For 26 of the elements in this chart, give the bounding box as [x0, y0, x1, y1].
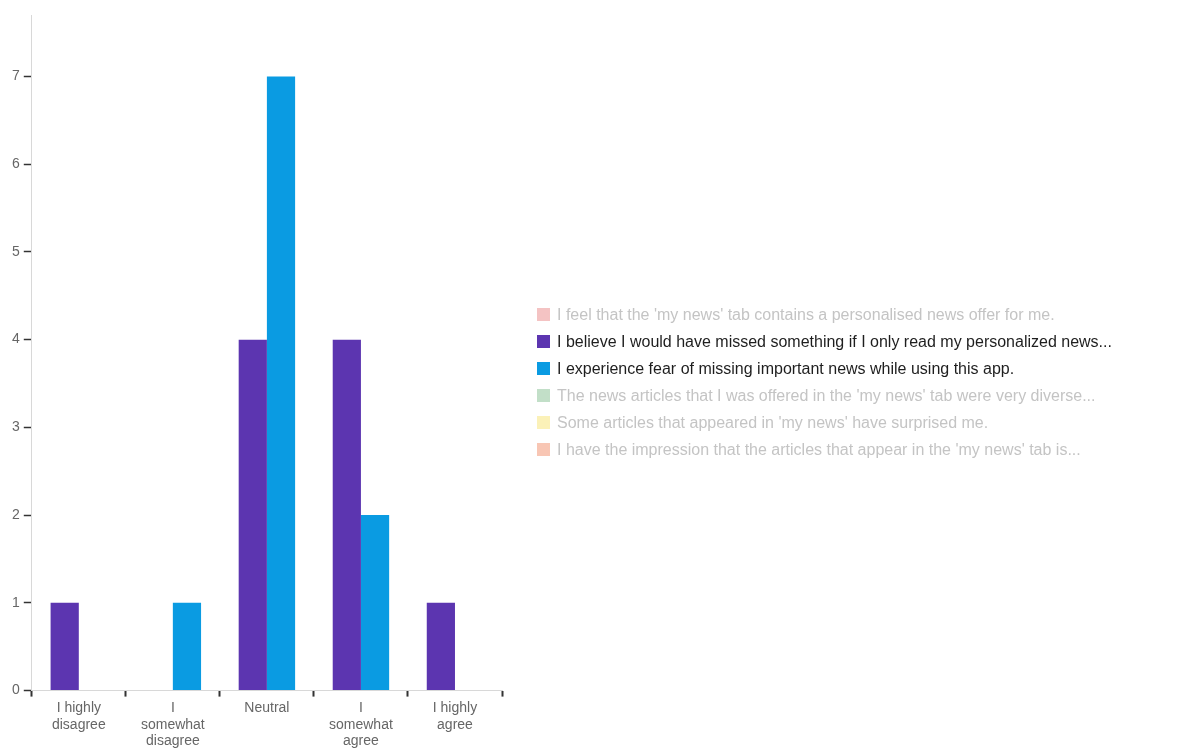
bar	[332, 339, 361, 691]
x-tick-label: I somewhat disagree	[140, 698, 205, 749]
y-tick-label: 1	[11, 593, 20, 610]
x-tick-label: I highly agree	[432, 698, 478, 732]
legend-label: Some articles that appeared in 'my news' have surprised me.	[557, 412, 989, 433]
bar	[266, 76, 296, 691]
y-tick-label: 2	[11, 505, 20, 522]
legend-label: I have the impression that the articles that appear in the 'my news' tab is...	[557, 439, 1081, 460]
y-tick-label: 5	[11, 242, 20, 259]
y-tick-label: 4	[11, 330, 20, 347]
bar	[426, 602, 455, 691]
bar	[360, 515, 390, 691]
y-tick-label: 3	[11, 418, 20, 435]
y-tick-label: 7	[11, 67, 20, 84]
legend-label: I experience fear of missing important news while using this app.	[557, 358, 1015, 379]
bar	[238, 339, 267, 691]
legend-label: The news articles that I was offered in the 'my news' tab were very diverse...	[557, 385, 1096, 406]
legend-label: I believe I would have missed something if I only read my personalized news...	[557, 331, 1112, 352]
y-tick-label: 6	[11, 155, 20, 172]
x-tick-label: Neutral	[244, 698, 290, 715]
bar	[50, 602, 79, 691]
bar	[172, 602, 202, 691]
y-tick-label: 0	[11, 681, 20, 698]
legend-label: I feel that the 'my news' tab contains a personalised news offer for me.	[557, 304, 1055, 325]
x-tick-label: I highly disagree	[51, 698, 106, 732]
x-tick-label: I somewhat agree	[329, 698, 393, 749]
